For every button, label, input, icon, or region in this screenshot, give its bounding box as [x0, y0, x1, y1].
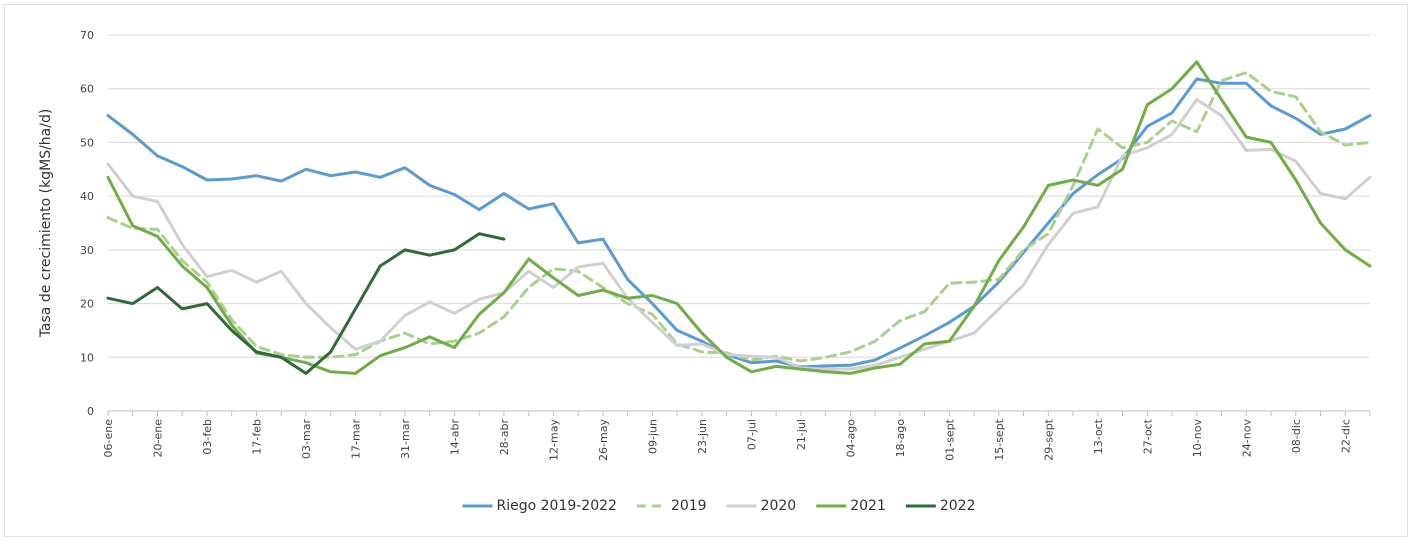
x-tick-label: 24-nov — [1240, 419, 1253, 458]
x-tick-label: 12-may — [547, 419, 560, 461]
y-tick-label: 60 — [80, 83, 94, 96]
x-tick-label: 13-oct — [1092, 418, 1105, 454]
legend-label: 2021 — [850, 498, 886, 514]
x-tick-label: 03-mar — [300, 419, 313, 459]
series-line — [106, 232, 506, 375]
x-tick-label: 22-dic — [1339, 419, 1352, 453]
legend: Riego 2019-2022 2019 2020 2021 2022 — [462, 498, 976, 514]
x-tick-label: 17-feb — [250, 419, 263, 455]
legend-label: Riego 2019-2022 — [496, 498, 616, 514]
x-tick-label: 14-abr — [448, 419, 461, 456]
legend-label: 2020 — [761, 498, 797, 514]
series-line — [106, 77, 1372, 369]
series-line — [106, 98, 1372, 371]
y-tick-label: 0 — [87, 405, 94, 418]
x-tick-label: 23-jun — [696, 419, 709, 454]
y-tick-label: 70 — [80, 29, 94, 42]
x-tick-label: 15-sept — [993, 418, 1006, 460]
y-tick-label: 10 — [80, 351, 94, 364]
x-tick-label: 27-oct — [1141, 418, 1154, 454]
x-tick-label: 03-feb — [201, 419, 214, 455]
x-tick-label: 28-abr — [498, 419, 511, 456]
y-axis-label: Tasa de crecimiento (kgMS/ha/d) — [38, 109, 54, 339]
legend-label: 2022 — [940, 498, 976, 514]
x-tick-label: 07-jul — [745, 419, 758, 450]
x-tick-label: 29-sept — [1042, 418, 1055, 460]
x-tick-label: 01-sept — [943, 418, 956, 460]
x-tick-label: 20-ene — [151, 419, 164, 458]
x-tick-label: 08-dic — [1290, 419, 1303, 453]
y-tick-label: 20 — [80, 298, 94, 311]
x-tick-label: 31-mar — [399, 419, 412, 459]
x-tick-label: 10-nov — [1191, 419, 1204, 458]
chart-frame — [4, 4, 1408, 537]
x-tick-label: 18-ago — [894, 419, 907, 458]
x-tick-label: 06-ene — [102, 419, 115, 458]
x-tick-label: 21-jul — [795, 419, 808, 450]
x-tick-label: 17-mar — [349, 419, 362, 459]
x-tick-label: 04-ago — [844, 419, 857, 458]
legend-label: 2019 — [671, 498, 707, 514]
y-tick-label: 30 — [80, 244, 94, 257]
series-line — [106, 60, 1372, 375]
x-tick-label: 26-may — [597, 419, 610, 461]
x-tick-label: 09-jun — [646, 419, 659, 454]
y-tick-label: 50 — [80, 136, 94, 149]
y-tick-label: 40 — [80, 190, 94, 203]
